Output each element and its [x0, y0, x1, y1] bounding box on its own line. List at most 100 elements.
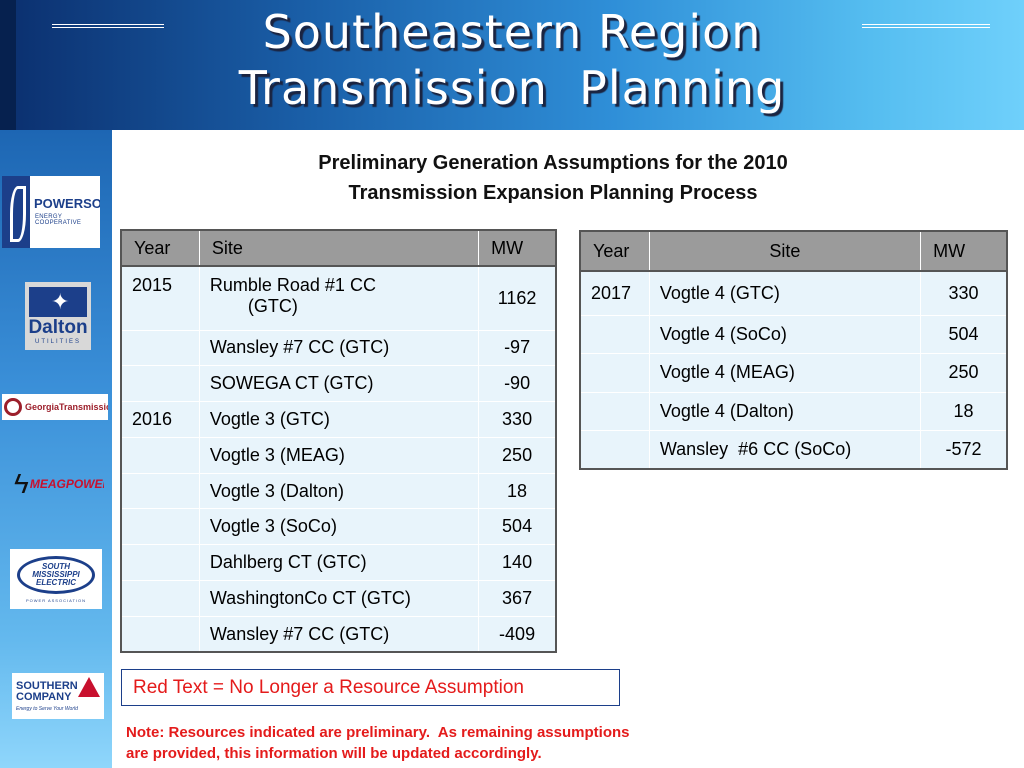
legend-box: Red Text = No Longer a Resource Assumpti…	[121, 669, 620, 706]
table-row: 2017 Vogtle 4 (GTC) 330	[580, 271, 1007, 315]
table-row: Wansley #6 CC (SoCo) -572	[580, 430, 1007, 470]
dalton-star-icon	[29, 287, 87, 317]
generation-table-2017: Year Site MW 2017 Vogtle 4 (GTC) 330 Vog…	[579, 230, 1008, 471]
mw-cell: -90	[504, 373, 531, 394]
sme-logo-name: SOUTH MISSISSIPPI ELECTRIC	[17, 555, 95, 594]
dalton-logo-sub: UTILITIES	[34, 339, 81, 345]
mw-cell: 367	[502, 587, 533, 608]
mw-cell: 250	[948, 362, 979, 383]
page-title-line1: Southeastern Region	[262, 5, 762, 59]
table-row: Wansley #7 CC (GTC) -97	[121, 330, 556, 366]
meag-power-logo: ϟ MEAGPOWER	[14, 466, 104, 502]
site-cell: Vogtle 3 (GTC)	[199, 401, 480, 438]
column-header-mw: MW	[478, 230, 556, 267]
site-owner: (GTC)	[247, 296, 298, 316]
mw-cell: 504	[502, 516, 533, 537]
mw-cell: 1162	[497, 287, 537, 308]
site-cell: Dahlberg CT (GTC)	[199, 544, 480, 581]
powersouth-logo-sub: ENERGY COOPERATIVE	[35, 214, 82, 226]
table-header-row: Year Site MW	[121, 230, 556, 267]
powersouth-mark-icon	[2, 176, 30, 248]
year-cell	[121, 473, 200, 509]
page-title-line2: Transmission Planning	[238, 61, 786, 115]
column-header-site: Site	[199, 230, 480, 267]
table-row: SOWEGA CT (GTC) -90	[121, 365, 556, 402]
year-cell	[121, 365, 200, 402]
mw-cell: 18	[953, 400, 974, 421]
table-row: Dahlberg CT (GTC) 140	[121, 544, 556, 581]
year-cell	[121, 437, 200, 474]
year-cell: 2017	[580, 271, 650, 315]
column-header-year: Year	[580, 231, 650, 272]
table-row: Vogtle 4 (MEAG) 250	[580, 353, 1007, 393]
year-cell	[121, 580, 200, 617]
site-cell: Vogtle 3 (SoCo)	[199, 508, 480, 545]
slide-subtitle: Preliminary Generation Assumptions for t…	[200, 148, 906, 208]
mw-cell: -572	[945, 439, 982, 460]
south-mississippi-electric-logo: SOUTH MISSISSIPPI ELECTRIC POWER ASSOCIA…	[10, 549, 102, 609]
site-name: Rumble Road #1 CC	[209, 275, 376, 295]
table-row: Vogtle 3 (MEAG) 250	[121, 437, 556, 474]
mw-cell: 330	[502, 408, 533, 429]
generation-table-2015-2016: Year Site MW 2015 Rumble Road #1 CC (GTC…	[120, 229, 557, 654]
dalton-logo: Dalton UTILITIES	[25, 282, 91, 350]
southern-logo-line2: COMPANY	[16, 690, 72, 703]
southern-logo-tagline: Energy to Serve Your World	[16, 705, 78, 712]
page-title: Southeastern Region Transmission Plannin…	[0, 4, 1024, 116]
column-header-mw: MW	[920, 231, 1007, 272]
meag-logo-name: MEAGPOWER	[29, 477, 104, 491]
table-header-row: Year Site MW	[580, 231, 1007, 272]
subtitle-line1: Preliminary Generation Assumptions for t…	[318, 152, 788, 174]
mw-cell: -97	[504, 337, 531, 358]
southern-triangle-icon	[78, 677, 100, 697]
dalton-logo-name: Dalton	[28, 317, 88, 338]
southern-company-logo: SOUTHERN COMPANY Energy to Serve Your Wo…	[12, 673, 104, 719]
site-cell: SOWEGA CT (GTC)	[199, 365, 480, 402]
site-cell: Wansley #7 CC (GTC)	[199, 616, 480, 653]
year-cell	[121, 508, 200, 545]
table-row: 2015 Rumble Road #1 CC (GTC) 1162	[121, 266, 556, 330]
mw-cell: 18	[507, 480, 528, 501]
southern-logo-line1: SOUTHERN	[16, 679, 78, 692]
year-cell	[121, 330, 200, 366]
site-cell: Vogtle 4 (GTC)	[649, 271, 922, 315]
subtitle-line2: Transmission Expansion Planning Process	[348, 182, 758, 204]
mw-cell: 250	[502, 444, 533, 465]
site-cell: Vogtle 3 (MEAG)	[199, 437, 480, 474]
table-row: Wansley #7 CC (GTC) -409	[121, 616, 556, 653]
year-cell	[580, 353, 650, 393]
georgia-transmission-logo: GeorgiaTransmission	[2, 394, 108, 420]
site-cell: Vogtle 4 (MEAG)	[649, 353, 922, 393]
footnote: Note: Resources indicated are preliminar…	[126, 722, 716, 764]
table-row: Vogtle 4 (Dalton) 18	[580, 392, 1007, 431]
column-header-year: Year	[121, 230, 200, 267]
mw-cell: 504	[948, 323, 979, 344]
sme-logo-sub: POWER ASSOCIATION	[25, 597, 87, 603]
site-cell: Wansley #6 CC (SoCo)	[649, 430, 922, 470]
table-row: Vogtle 4 (SoCo) 504	[580, 315, 1007, 354]
mw-cell: 330	[948, 282, 979, 303]
mw-cell: -409	[499, 623, 536, 644]
table-row: WashingtonCo CT (GTC) 367	[121, 580, 556, 617]
year-cell	[121, 616, 200, 653]
footnote-line1: Note: Resources indicated are preliminar…	[126, 724, 630, 741]
site-cell: Wansley #7 CC (GTC)	[199, 330, 480, 366]
site-cell: Vogtle 4 (Dalton)	[649, 392, 922, 431]
table-row: 2016 Vogtle 3 (GTC) 330	[121, 401, 556, 438]
year-cell: 2016	[121, 401, 200, 438]
title-banner: Southeastern Region Transmission Plannin…	[0, 0, 1024, 130]
year-cell: 2015	[121, 266, 200, 330]
site-cell: WashingtonCo CT (GTC)	[199, 580, 480, 617]
year-cell	[580, 430, 650, 470]
meag-bolt-icon: ϟ	[14, 468, 29, 499]
table-row: Vogtle 3 (SoCo) 504	[121, 508, 556, 545]
footnote-line2: are provided, this information will be u…	[126, 745, 542, 762]
decorative-line-left	[52, 24, 164, 28]
site-cell: Vogtle 4 (SoCo)	[649, 315, 922, 354]
mw-cell: 140	[502, 552, 533, 573]
header-accent-bar	[0, 0, 16, 130]
site-cell: Rumble Road #1 CC (GTC)	[199, 266, 480, 330]
site-cell: Vogtle 3 (Dalton)	[199, 473, 480, 509]
